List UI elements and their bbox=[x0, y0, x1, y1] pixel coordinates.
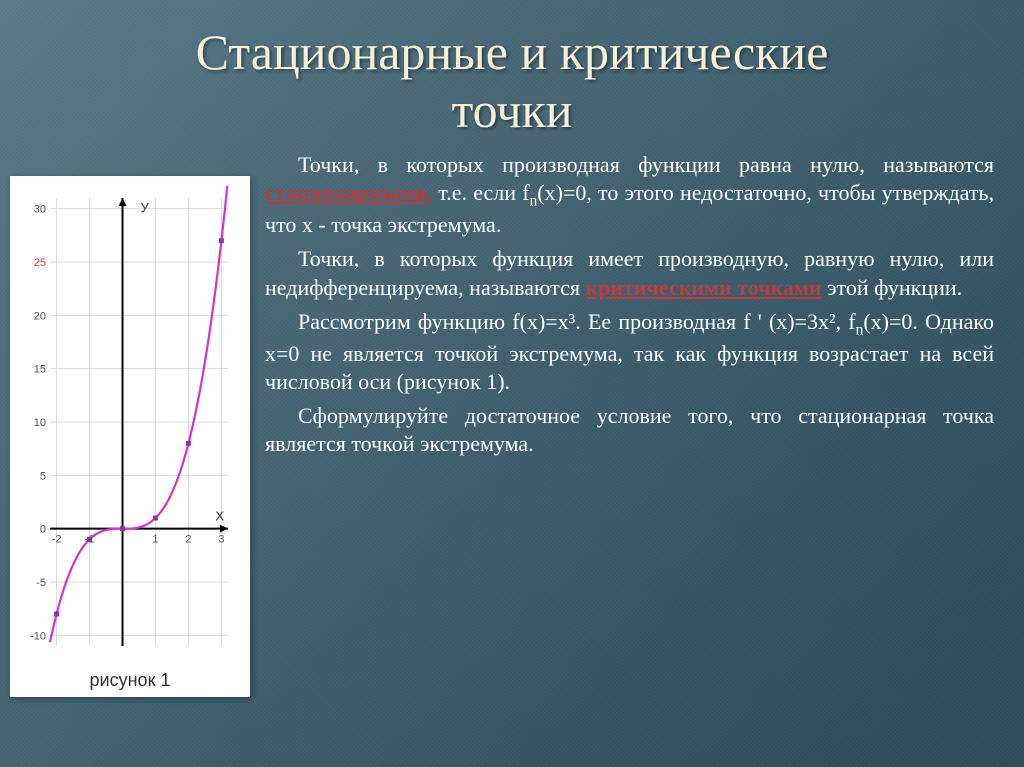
p2-text-b: этой функции. bbox=[822, 275, 963, 300]
chart-panel: -10-5051015202530-2-1123УХ рисунок 1 bbox=[10, 176, 250, 697]
content-row: -10-5051015202530-2-1123УХ рисунок 1 Точ… bbox=[0, 139, 1024, 697]
svg-text:15: 15 bbox=[34, 364, 46, 376]
svg-text:25: 25 bbox=[34, 257, 46, 269]
paragraph-3: Рассмотрим функцию f(x)=x³. Ее производн… bbox=[265, 308, 994, 396]
keyword-stationary: стационарными, bbox=[265, 180, 432, 205]
svg-text:2: 2 bbox=[185, 534, 191, 546]
svg-text:-2: -2 bbox=[52, 534, 62, 546]
svg-text:30: 30 bbox=[34, 204, 46, 216]
svg-text:20: 20 bbox=[34, 310, 46, 322]
svg-text:3: 3 bbox=[218, 534, 224, 546]
paragraph-4: Сформулируйте достаточное условие того, … bbox=[265, 402, 994, 458]
svg-text:У: У bbox=[141, 200, 150, 215]
title-line-2: точки bbox=[451, 82, 572, 138]
chart-caption: рисунок 1 bbox=[18, 670, 242, 691]
svg-text:1: 1 bbox=[152, 534, 158, 546]
text-column: Точки, в которых производная функции рав… bbox=[265, 151, 994, 697]
p1-text-a: Точки, в которых производная функции рав… bbox=[298, 152, 994, 177]
slide-title: Стационарные и критические точки bbox=[0, 0, 1024, 139]
svg-text:-5: -5 bbox=[36, 577, 46, 589]
keyword-critical: критическими точками bbox=[585, 275, 821, 300]
svg-text:-10: -10 bbox=[30, 630, 46, 642]
paragraph-1: Точки, в которых производная функции рав… bbox=[265, 151, 994, 239]
svg-text:0: 0 bbox=[40, 524, 46, 536]
svg-text:Х: Х bbox=[215, 509, 224, 524]
paragraph-2: Точки, в которых функция имеет производн… bbox=[265, 245, 994, 301]
svg-text:5: 5 bbox=[40, 470, 46, 482]
title-line-1: Стационарные и критические bbox=[196, 24, 829, 80]
p3-text-a: Рассмотрим функцию f(x)=x³. Ее производн… bbox=[298, 309, 856, 334]
p1-text-b: т.е. если f bbox=[432, 180, 529, 205]
svg-text:10: 10 bbox=[34, 417, 46, 429]
cubic-chart: -10-5051015202530-2-1123УХ bbox=[18, 186, 238, 666]
chart-area: -10-5051015202530-2-1123УХ bbox=[18, 186, 238, 666]
